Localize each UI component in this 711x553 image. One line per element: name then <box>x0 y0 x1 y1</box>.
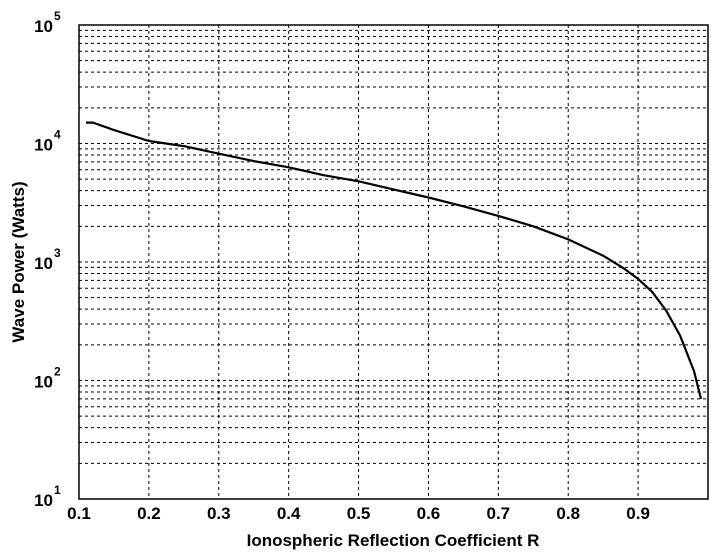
x-axis-label: Ionospheric Reflection Coefficient R <box>247 531 540 550</box>
series-layer <box>86 121 703 400</box>
y-tick-exponent: 5 <box>54 9 61 23</box>
y-tick-exponent: 1 <box>54 483 61 497</box>
y-tick-base: 10 <box>34 136 53 155</box>
grid <box>79 25 708 499</box>
y-axis-label: Wave Power (Watts) <box>9 181 28 342</box>
y-tick-base: 10 <box>34 491 53 510</box>
y-tick-label: 101 <box>34 483 61 510</box>
x-tick-label: 0.5 <box>347 504 371 523</box>
plot-frame <box>78 24 709 500</box>
series-line <box>86 121 703 400</box>
x-tick-labels: 0.1 0.2 0.3 0.4 0.5 0.6 0.7 0.8 0.9 <box>67 504 650 523</box>
y-tick-label: 105 <box>34 9 61 36</box>
y-tick-base: 10 <box>34 254 53 273</box>
x-tick-label: 0.3 <box>207 504 231 523</box>
y-tick-label: 103 <box>34 246 61 273</box>
y-tick-exponent: 3 <box>54 246 61 260</box>
x-tick-label: 0.9 <box>626 504 650 523</box>
y-tick-label: 102 <box>34 365 61 392</box>
y-tick-exponent: 4 <box>54 128 61 142</box>
x-tick-label: 0.7 <box>487 504 511 523</box>
y-tick-base: 10 <box>34 373 53 392</box>
y-tick-base: 10 <box>34 17 53 36</box>
x-tick-label: 0.2 <box>137 504 161 523</box>
y-tick-label: 104 <box>34 128 61 155</box>
y-tick-exponent: 2 <box>54 365 61 379</box>
x-tick-label: 0.6 <box>417 504 441 523</box>
x-tick-label: 0.1 <box>67 504 91 523</box>
x-tick-label: 0.4 <box>277 504 301 523</box>
x-tick-label: 0.8 <box>556 504 580 523</box>
